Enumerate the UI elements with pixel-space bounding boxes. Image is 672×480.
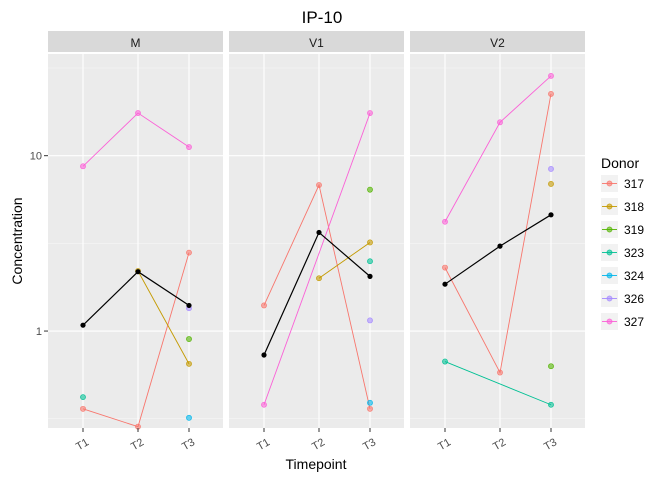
legend-label: 327 [624,315,644,329]
legend-key-point [606,272,613,279]
data-point-324 [367,399,373,406]
data-point-317 [442,264,448,271]
legend: Donor 317 318 319 323 324 326 327 [601,155,644,330]
facet-panels: M T1 T2 T3 V1 T1 T2 T3 V2 T1 T2 T3 [48,31,585,453]
facet-label: M [131,36,141,50]
y-axis-title: Concentration [9,197,25,284]
data-point-319 [186,336,192,342]
data-point-323 [80,394,86,401]
legend-item-318: 318 [601,198,644,215]
mean-point [80,322,86,328]
data-point-326 [367,317,373,324]
facet-panel-m: M T1 T2 T3 [48,31,223,453]
legend-key-point [606,203,613,210]
legend-items: 317 318 319 323 324 326 327 [601,175,644,330]
data-point-327 [548,73,554,79]
mean-point [261,352,267,358]
data-point-323 [367,258,373,265]
legend-label: 324 [624,269,644,283]
facet-label: V2 [490,36,505,50]
x-tick-label: T1 [74,436,91,453]
x-tick-label: T3 [542,436,559,453]
data-point-319 [367,186,373,193]
data-point-317 [261,302,267,309]
data-point-327 [367,110,373,116]
panel-background [48,54,223,428]
legend-item-319: 319 [601,221,644,238]
x-tick-label: T2 [129,436,146,453]
legend-item-327: 327 [601,313,644,330]
legend-item-326: 326 [601,290,644,307]
mean-point [186,302,192,309]
x-tick-label: T2 [310,436,327,453]
data-point-318 [316,275,322,282]
legend-item-317: 317 [601,175,644,192]
series-line-327 [263,112,371,405]
panel-background [410,54,585,428]
facet-label: V1 [309,36,324,50]
panel-background [229,54,404,428]
data-point-326 [548,166,554,172]
facet-panel-v1: V1 T1 T2 T3 [229,31,404,453]
legend-label: 317 [624,177,644,191]
data-point-327 [135,110,141,116]
legend-label: 318 [624,200,644,214]
y-axis-ticks: 1 10 [30,151,48,338]
mean-point [135,269,141,275]
data-point-319 [548,363,554,370]
data-point-327 [80,163,86,170]
legend-label: 319 [624,223,644,237]
x-tick-label: T2 [491,436,508,453]
legend-key-point [606,295,613,302]
data-point-327 [186,144,192,150]
mean-point [548,212,554,218]
series-line-318 [318,242,371,279]
x-axis-title: Timepoint [286,456,347,472]
data-point-317 [548,91,554,97]
x-tick-label: T1 [436,436,453,453]
x-tick-label: T1 [255,436,272,453]
chart-title: IP-10 [302,8,343,27]
mean-point [497,243,503,249]
facet-strip [410,31,585,52]
legend-item-324: 324 [601,267,644,284]
data-point-327 [261,401,267,408]
legend-item-323: 323 [601,244,644,261]
mean-point [442,281,448,287]
data-point-318 [548,181,554,187]
mean-point [316,229,322,236]
data-point-317 [186,249,192,256]
data-point-323 [548,401,554,408]
data-point-318 [367,239,373,246]
legend-title: Donor [601,155,639,171]
y-tick-label: 1 [36,326,42,338]
legend-label: 326 [624,292,644,306]
y-tick-label: 10 [30,151,42,163]
data-point-327 [497,119,503,126]
facet-strip [48,31,223,52]
data-point-317 [367,405,373,412]
facet-panel-v2: V2 T1 T2 T3 [410,31,585,453]
legend-key-point [606,180,613,187]
data-point-323 [442,358,448,365]
data-point-317 [497,369,503,376]
legend-label: 323 [624,246,644,260]
facet-strip [229,31,404,52]
x-tick-label: T3 [180,436,197,453]
data-point-317 [316,182,322,188]
legend-key-point [606,226,613,233]
data-point-317 [80,405,86,412]
series-line-323 [444,361,552,406]
x-tick-label: T3 [361,436,378,453]
data-point-318 [186,360,192,367]
series-line-318 [137,270,190,365]
data-point-324 [186,414,192,421]
mean-point [367,273,373,279]
legend-key-point [606,318,613,325]
data-point-327 [442,218,448,225]
legend-key-point [606,249,613,256]
